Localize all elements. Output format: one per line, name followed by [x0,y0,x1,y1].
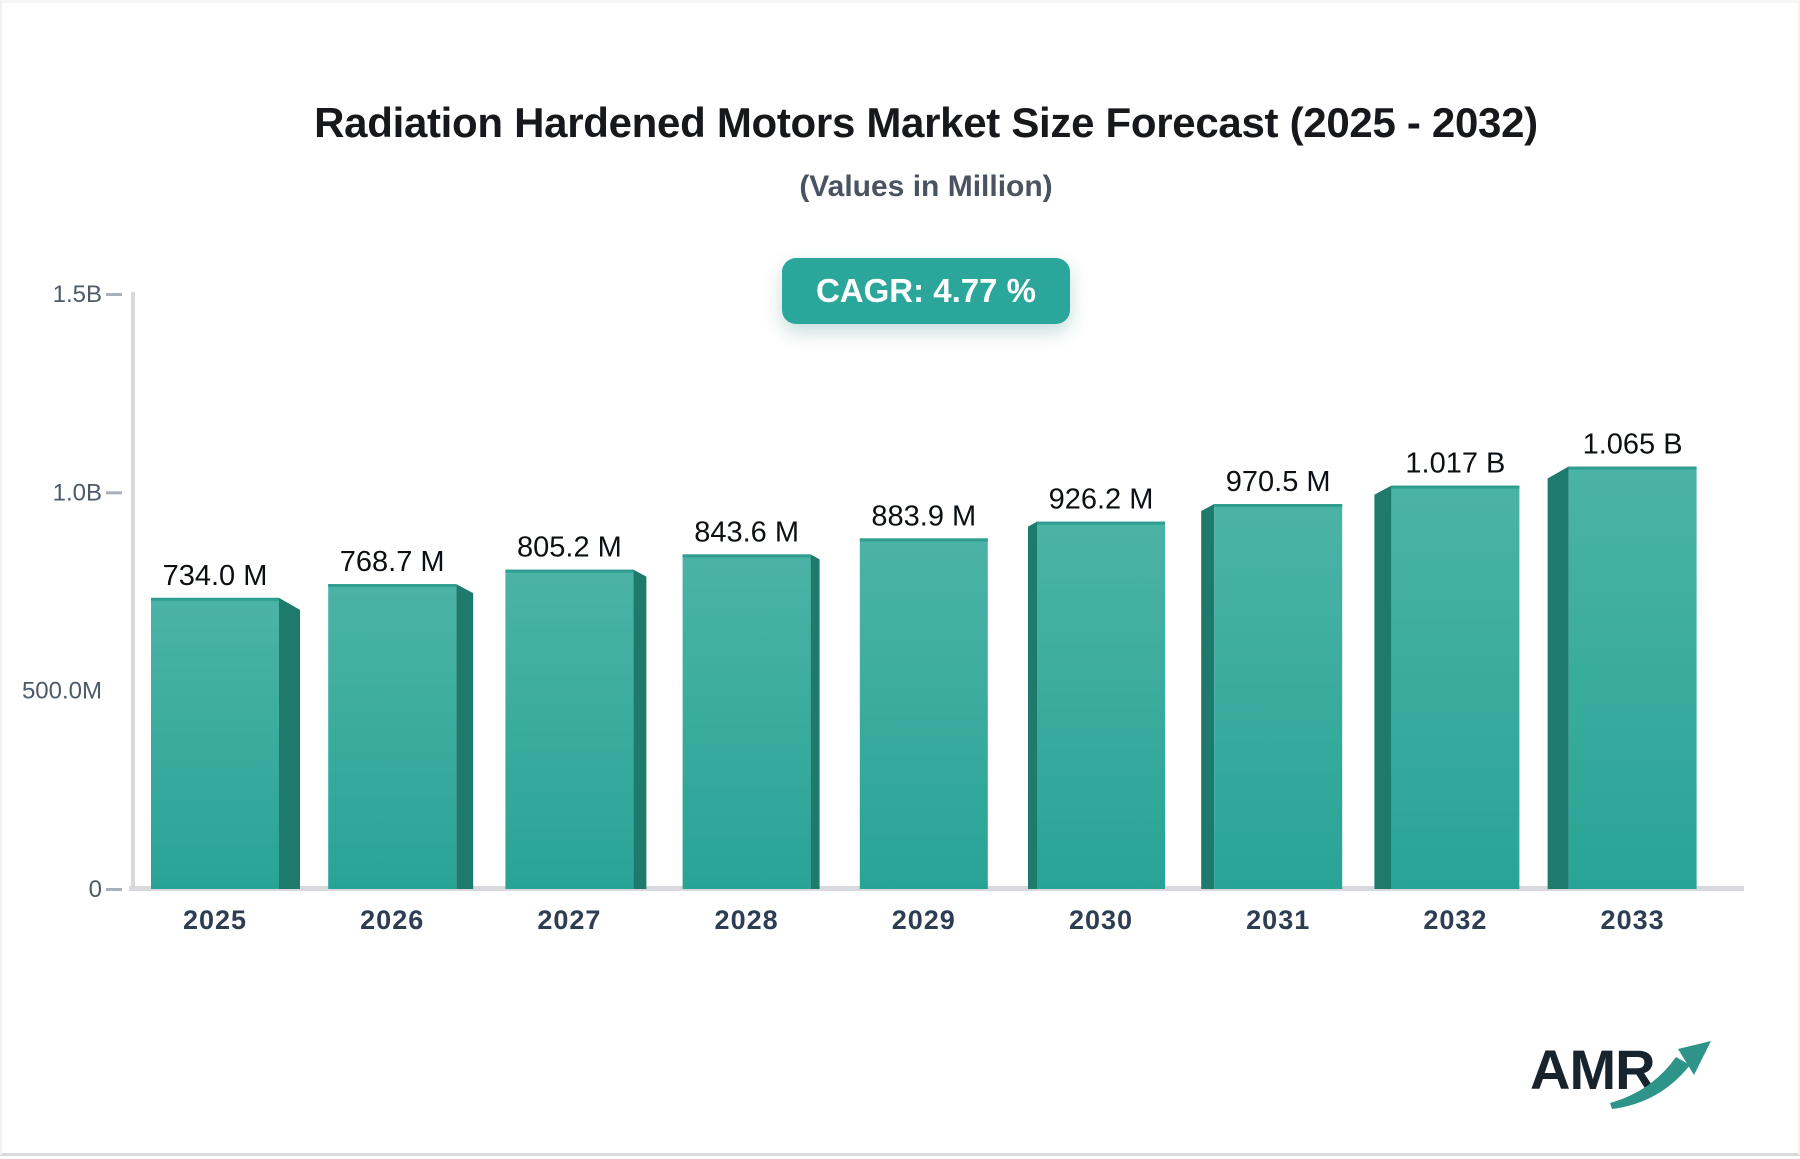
bar-front-face [1037,521,1165,889]
growth-arrow-icon [1610,1041,1711,1109]
market-size-bar-chart: 1.5B 1.0B 500.0M 0 734.0 M 2025 768.7 M 2026 805… [22,281,1744,935]
page-title: Radiation Hardened Motors Market Size Fo… [314,99,1538,146]
bar-front-face [505,569,634,889]
y-axis-line [131,292,135,891]
bar-top-edge [328,584,457,588]
y-axis-label-1.0B: 1.0B [53,479,102,506]
bar-side-face [279,597,300,889]
x-axis-label-2030: 2030 [1069,905,1133,935]
bar-top-edge [1037,521,1165,525]
bar-value-label: 768.7 M [340,546,445,578]
bar-front-face [328,584,457,889]
y-axis-tick [106,491,122,495]
cagr-badge-wrap: CAGR: 4.77 % [50,258,1800,324]
bar-top-edge [1391,485,1520,489]
x-axis-label-2028: 2028 [715,905,779,935]
bar-front-face [682,554,811,889]
bar-top-edge [1214,504,1343,508]
x-axis-label-2031: 2031 [1246,905,1310,935]
bar-side-face [810,554,820,889]
bar-value-label: 970.5 M [1226,466,1331,498]
bar-side-face [1201,504,1215,889]
x-axis-label-2025: 2025 [183,905,247,935]
bar-front-face [1214,504,1343,889]
bar-group-2028: 843.6 M 2028 [682,516,820,935]
bar-group-2032: 1.017 B 2032 [1374,448,1520,935]
bar-group-2027: 805.2 M 2027 [505,532,647,935]
y-axis-tick [106,293,122,296]
x-axis-label-2027: 2027 [537,905,601,935]
bar-front-face [859,538,988,889]
y-axis-label-1.5B: 1.5B [53,281,102,308]
amr-logo-text: AMR [1530,1038,1656,1101]
bar-top-edge [859,538,988,542]
bar-value-label: 883.9 M [871,500,976,532]
chart-subtitle: (Values in Million) [799,170,1053,203]
bar-front-face [1568,466,1697,889]
bar-group-2031: 970.5 M 2031 [1201,466,1343,935]
cagr-badge: CAGR: 4.77 % [781,258,1071,324]
bar-front-face [151,597,279,889]
bar-group-2029: 883.9 M 2029 [859,500,988,935]
bar-group-2030: 926.2 M 2030 [1028,484,1165,935]
bar-value-label: 926.2 M [1049,484,1154,516]
bar-side-face [1547,466,1569,889]
bar-front-face [1391,485,1520,889]
x-axis-label-2029: 2029 [892,905,956,935]
bar-value-label: 843.6 M [694,516,799,548]
bar-group-2025: 734.0 M 2025 [151,560,300,935]
bar-side-face [1028,521,1037,889]
bar-top-edge [151,597,279,601]
bar-top-edge [1568,466,1697,470]
bar-side-face [1374,485,1392,889]
y-axis-label-0: 0 [89,876,102,903]
x-axis-label-2026: 2026 [360,905,424,935]
y-axis-label-500.0M: 500.0M [22,678,102,705]
bar-top-edge [505,569,634,573]
bar-top-edge [682,554,811,558]
bar-group-2026: 768.7 M 2026 [328,546,474,935]
y-axis-tick [106,888,122,891]
x-axis-label-2032: 2032 [1423,905,1487,935]
bar-side-face [456,584,474,889]
bar-group-2033: 1.065 B 2033 [1547,429,1697,935]
bar-value-label: 734.0 M [163,560,268,592]
amr-logo: AMR [1530,1037,1720,1127]
bar-value-label: 1.017 B [1405,448,1505,480]
bar-side-face [633,569,647,889]
bar-value-label: 805.2 M [517,532,622,564]
bar-value-label: 1.065 B [1583,429,1683,461]
x-axis-label-2033: 2033 [1601,905,1665,935]
